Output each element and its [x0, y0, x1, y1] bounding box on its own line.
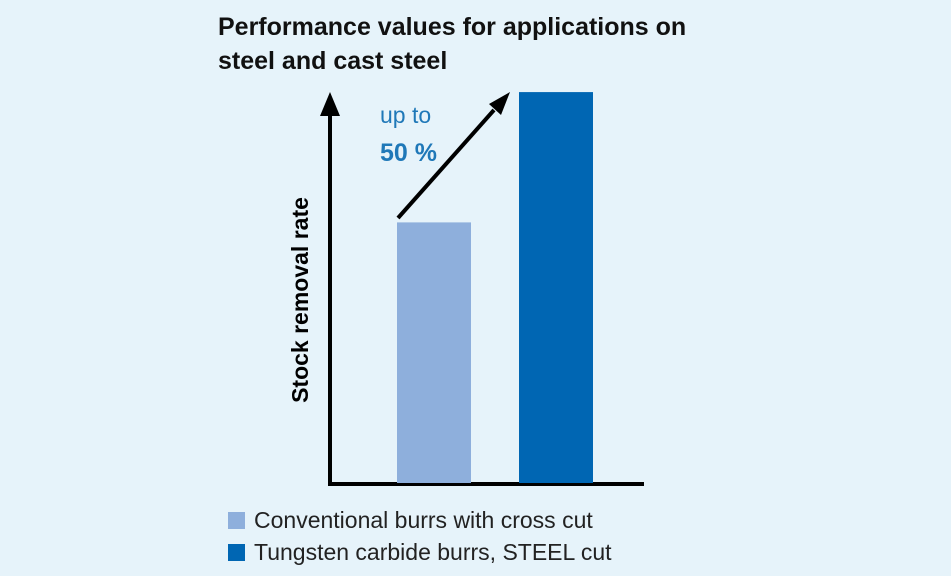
legend-item-steel-cut: Tungsten carbide burrs, STEEL cut	[228, 536, 612, 568]
chart-title-line-2: steel and cast steel	[218, 47, 448, 75]
annotation-percent: 50 %	[380, 139, 437, 167]
increase-arrow-head	[489, 92, 510, 115]
y-axis	[320, 92, 340, 484]
y-axis-label: Stock removal rate	[287, 197, 313, 403]
bars	[397, 92, 593, 484]
annotation-up-to: up to	[380, 102, 431, 128]
legend-item-conventional: Conventional burrs with cross cut	[228, 504, 612, 536]
legend: Conventional burrs with cross cut Tungst…	[228, 504, 612, 568]
y-axis-arrowhead	[320, 92, 340, 116]
increase-arrow-line	[396, 108, 496, 220]
chart-title-line-1: Performance values for applications on	[218, 13, 687, 41]
increase-arrow	[396, 92, 510, 220]
chart-title: Performance values for applications on s…	[218, 10, 778, 78]
legend-label-steel-cut: Tungsten carbide burrs, STEEL cut	[254, 539, 612, 565]
bar-steel-cut	[519, 92, 593, 483]
legend-label-conventional: Conventional burrs with cross cut	[254, 507, 593, 533]
legend-swatch-steel-cut	[228, 543, 245, 561]
legend-swatch-conventional	[228, 511, 245, 529]
bar-conventional	[397, 222, 471, 484]
